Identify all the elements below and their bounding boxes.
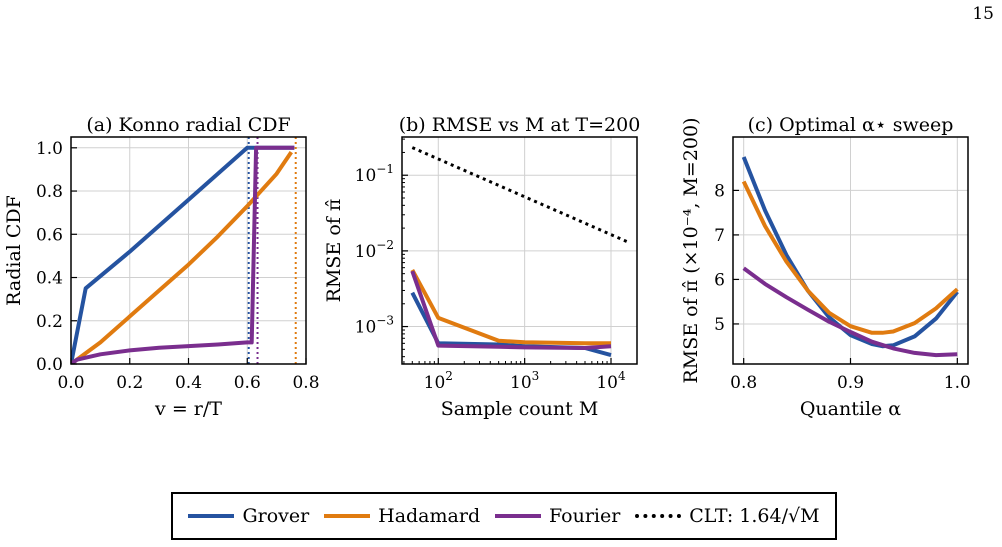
panel-konno-ytick-label: 0.0 xyxy=(36,355,63,375)
legend-swatch-grover xyxy=(188,514,235,518)
page-number: 15 xyxy=(972,4,994,24)
panel-rmse-series-fourier xyxy=(410,270,612,350)
panel-alpha-ytick-label: 5 xyxy=(714,315,725,335)
panel-konno-xlabel: v = r/T xyxy=(154,398,222,420)
panel-alpha-ytick-label: 7 xyxy=(714,226,725,246)
legend-swatch-clt xyxy=(635,514,682,518)
panel-konno-xtick-label: 0.2 xyxy=(116,373,143,393)
legend-swatch-fourier xyxy=(495,514,542,518)
panel-konno-ytick-label: 0.8 xyxy=(36,182,63,202)
panel-rmse-ylabel: RMSE of π̂ xyxy=(323,199,345,303)
panel-alpha-series-grover xyxy=(741,156,959,349)
panel-alpha-ylabel: RMSE of π̂ (×10⁻⁴, M=200) xyxy=(680,117,702,383)
legend-label-grover: Grover xyxy=(242,505,310,527)
legend-label-fourier: Fourier xyxy=(549,505,621,527)
panel-rmse-xtick-label: 102 xyxy=(424,369,453,393)
panel-alpha-xlabel: Quantile α xyxy=(800,398,901,420)
panel-rmse-xtick-label: 103 xyxy=(510,369,539,393)
panel-konno-title: (a) Konno radial CDF xyxy=(86,114,290,136)
legend: Grover Hadamard Fourier CLT: 1.64/√M xyxy=(171,492,837,540)
panel-alpha-ytick-label: 6 xyxy=(714,270,725,290)
legend-label-clt: CLT: 1.64/√M xyxy=(689,505,820,527)
legend-item-grover: Grover xyxy=(188,505,309,527)
panel-konno-series-grover xyxy=(71,145,295,364)
panel-konno-xtick-label: 0.6 xyxy=(234,373,261,393)
panel-konno-ytick-label: 0.2 xyxy=(36,312,63,332)
panel-rmse-series-clt xyxy=(411,146,630,244)
legend-item-hadamard: Hadamard xyxy=(324,505,480,527)
panel-konno-series-fourier xyxy=(71,145,295,364)
panel-konno-ylabel: Radial CDF xyxy=(3,195,25,306)
panel-konno-ytick-label: 0.4 xyxy=(36,269,63,289)
panel-konno-xtick-label: 0.8 xyxy=(292,373,319,393)
panel-alpha-ytick-label: 8 xyxy=(714,181,725,201)
panel-konno-series-hadamard xyxy=(71,150,293,364)
panel-rmse-ytick-label: 10−1 xyxy=(355,162,394,186)
figure: 0.0 0.2 0.4 0.6 0.8 0.0 0.2 0.4 0.6 0.8 1.0 (a) Kon… xyxy=(3,114,971,420)
panel-konno-xtick-label: 0.4 xyxy=(175,373,202,393)
panel-konno-xtick-label: 0.0 xyxy=(57,373,84,393)
panel-rmse-ytick-label: 10−2 xyxy=(355,238,394,262)
panel-rmse-title: (b) RMSE vs M at T=200 xyxy=(399,114,641,136)
panel-konno-ytick-label: 0.6 xyxy=(36,225,63,245)
panel-rmse-series-hadamard xyxy=(410,268,611,346)
legend-item-clt: CLT: 1.64/√M xyxy=(635,505,820,527)
panel-alpha-title: (c) Optimal α⋆ sweep xyxy=(748,114,954,136)
legend-item-fourier: Fourier xyxy=(495,505,620,527)
panel-rmse-xtick-label: 104 xyxy=(596,369,626,393)
panel-rmse-ytick-label: 10−3 xyxy=(355,314,394,338)
panel-alpha-series-hadamard xyxy=(741,180,959,335)
legend-swatch-hadamard xyxy=(324,514,371,518)
panel-rmse-xlabel: Sample count M xyxy=(441,398,599,420)
panel-alpha-xtick-label: 1.0 xyxy=(944,373,971,393)
panel-alpha-xtick-label: 0.9 xyxy=(837,373,864,393)
panel-alpha-series-fourier xyxy=(742,266,958,358)
legend-label-hadamard: Hadamard xyxy=(378,505,481,527)
panel-konno-ytick-label: 1.0 xyxy=(36,139,63,159)
panel-alpha-xtick-label: 0.8 xyxy=(730,373,757,393)
